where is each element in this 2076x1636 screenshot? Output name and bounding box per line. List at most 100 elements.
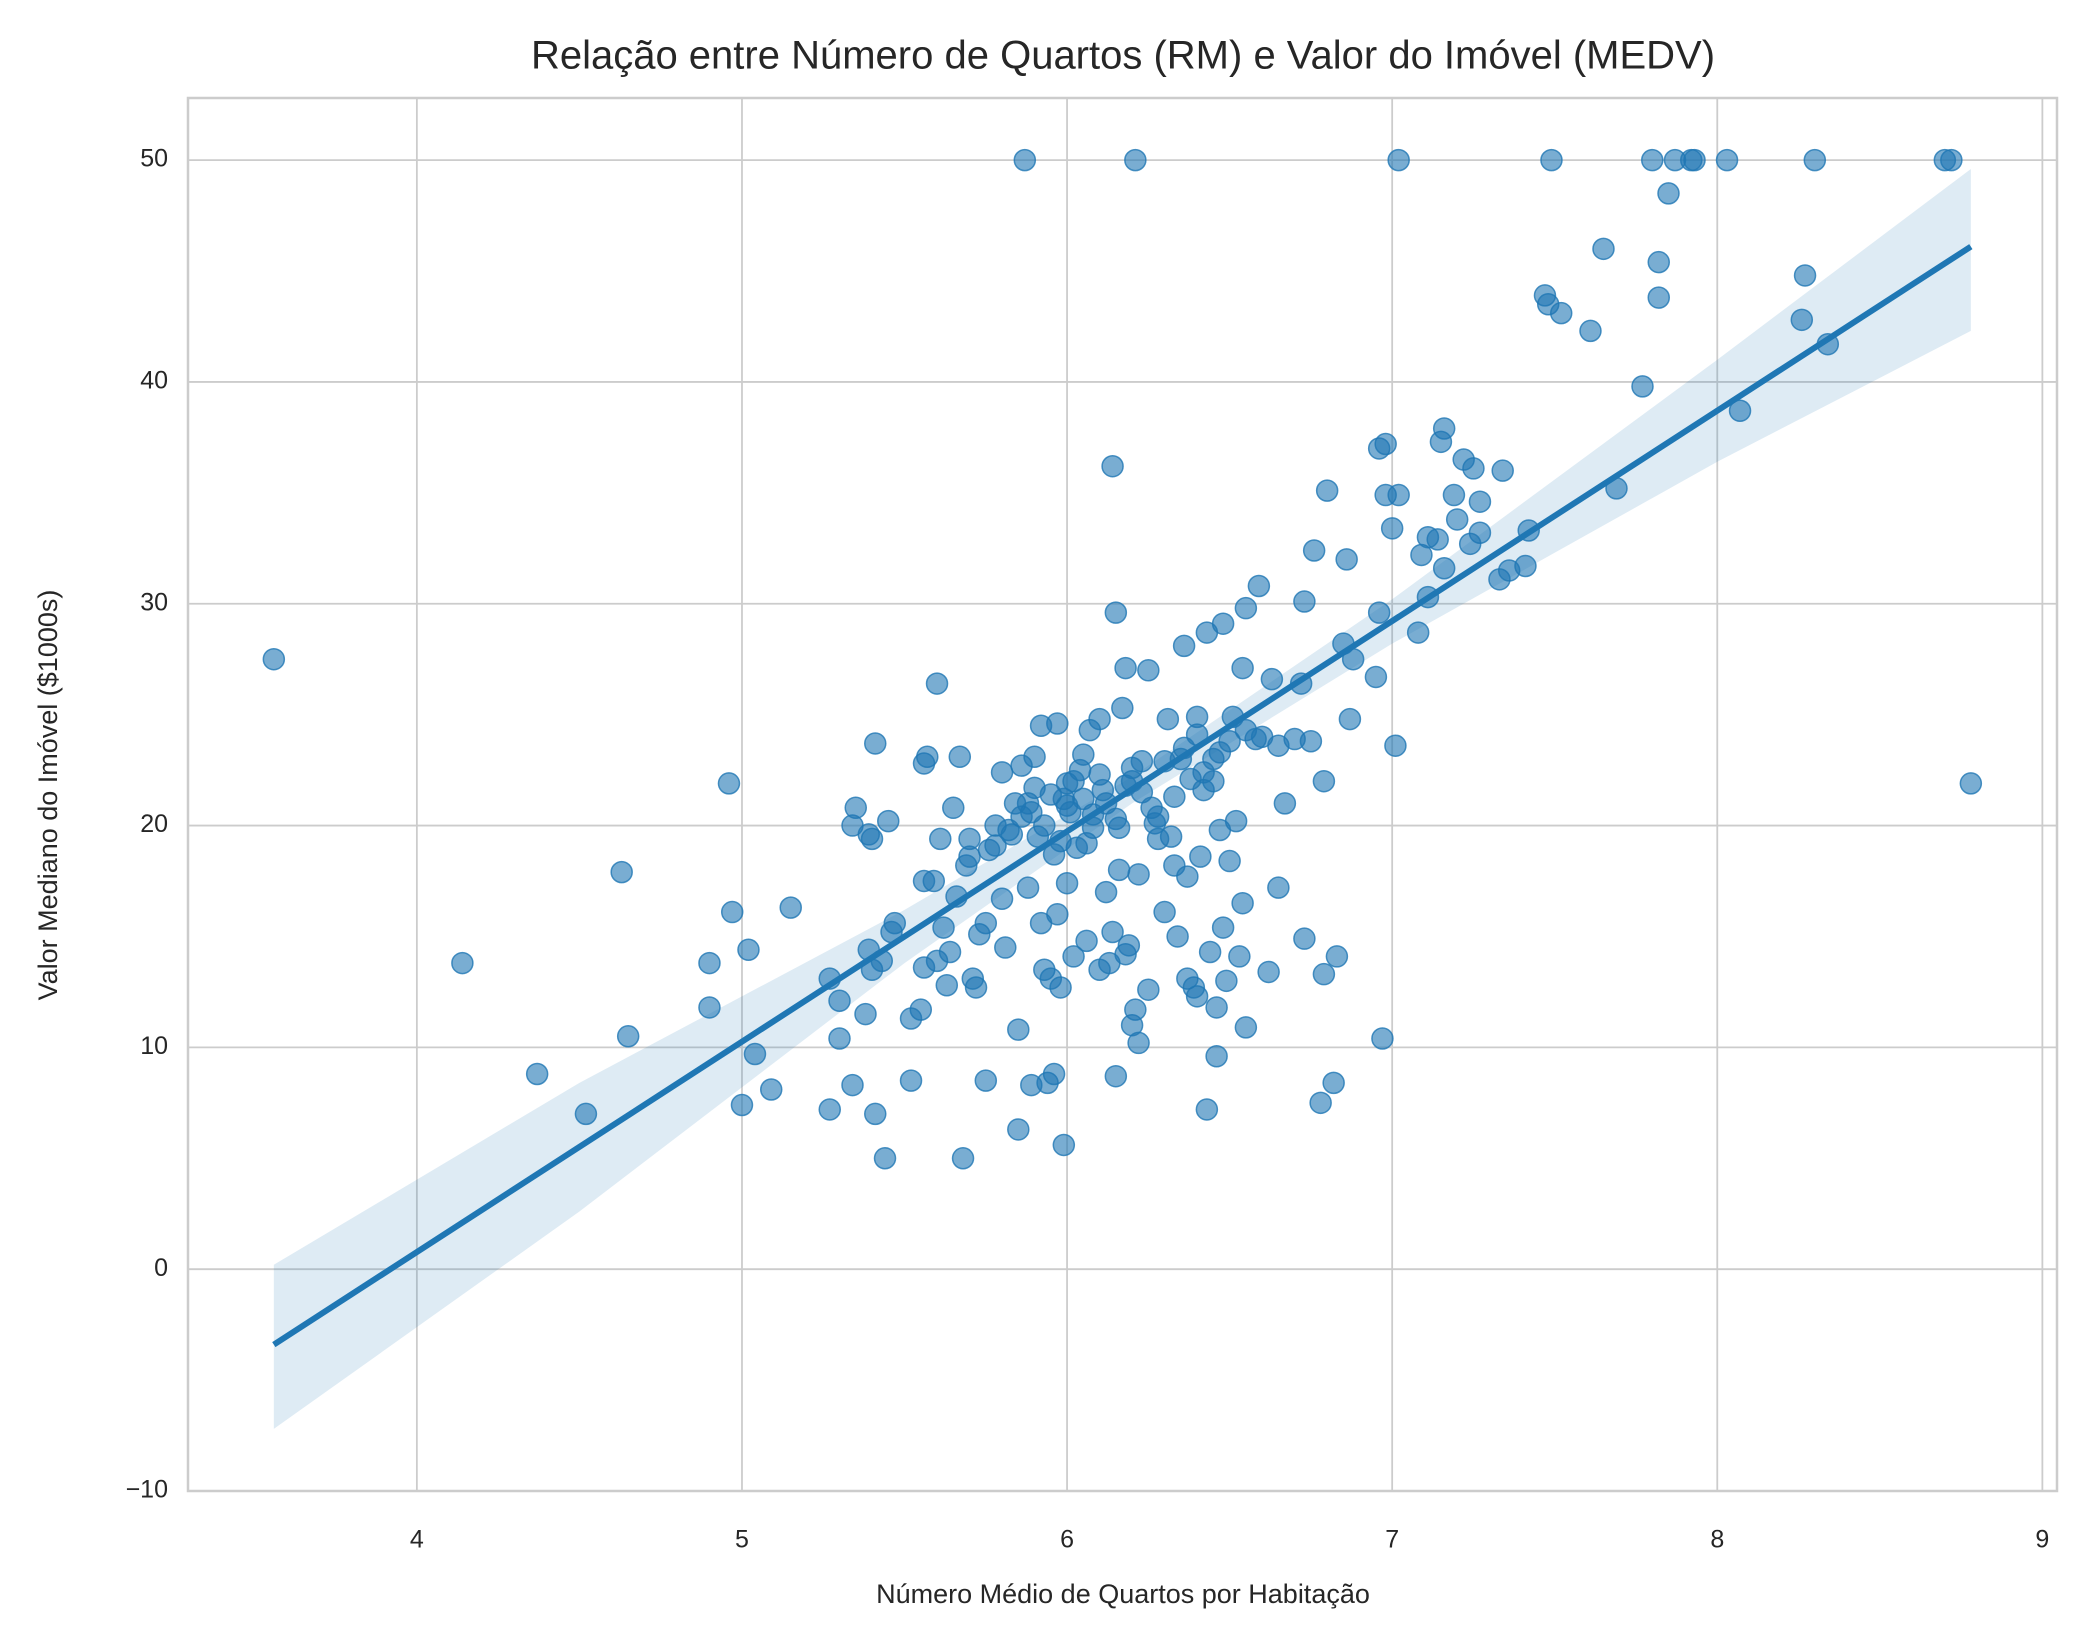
data-point [610,860,633,884]
data-point [1231,891,1254,915]
data-point [1367,601,1391,624]
data-point [1631,375,1654,398]
data-point [1088,763,1111,786]
data-point [1647,286,1671,309]
data-point [1195,1098,1219,1121]
x-tick-label: 4 [410,1526,424,1554]
data-point [899,1069,923,1092]
data-point [1218,849,1241,873]
data-point [1231,656,1254,680]
data-point [1101,920,1124,944]
data-point [1273,792,1297,815]
y-tick-label: −10 [126,1476,168,1504]
data-point [1514,554,1537,578]
y-tick-label: 50 [140,145,168,173]
data-point [717,772,741,795]
data-point [958,845,981,868]
data-point [1371,1027,1394,1050]
data-point [1146,805,1170,828]
data-point [698,996,721,1019]
x-tick-label: 5 [735,1526,749,1554]
data-point [1491,459,1514,482]
data-point [1007,1018,1030,1041]
data-point [841,1073,864,1097]
data-point [1137,659,1160,682]
data-point [1072,743,1095,766]
data-point [1803,148,1827,172]
data-point [1793,264,1817,287]
regression-line [272,244,1973,1348]
data-point [1267,734,1290,757]
data-point [974,911,998,935]
data-point [574,1102,598,1126]
data-point [864,1102,887,1126]
data-point [942,796,965,820]
data-point [1432,556,1456,580]
data-point [1406,621,1430,644]
data-point [1124,998,1147,1021]
data-point [1124,148,1147,172]
data-point [1267,876,1290,899]
data-point [1055,772,1079,795]
data-point [525,1062,549,1086]
data-point [1198,940,1222,964]
data-point [1322,1071,1345,1095]
data-point [1647,250,1671,274]
data-point [1114,656,1137,680]
data-point [1940,148,1963,172]
data-point [1176,865,1199,888]
data-point [1364,665,1388,689]
data-point [1432,417,1456,440]
x-tick-label: 6 [1060,1526,1074,1554]
data-point [1211,916,1235,939]
data-point [1205,1044,1228,1068]
data-point [1228,945,1251,968]
data-point [1247,574,1271,598]
x-axis-label: Número Médio de Quartos por Habitação [876,1579,1370,1609]
y-axis-label: Valor Mediano do Imóvel ($1000s) [33,590,63,1001]
data-point [922,869,946,893]
data-point [994,936,1017,959]
data-point [938,940,962,964]
data-point [779,896,802,919]
data-point [935,974,959,997]
data-point [1790,308,1814,332]
data-point [864,732,887,755]
data-point [997,818,1020,842]
data-point [1234,596,1258,620]
data-point [1426,528,1449,551]
data-point [1156,707,1180,731]
data-point [1683,148,1706,172]
data-point [1445,508,1469,531]
data-point [964,976,988,999]
data-point [1959,772,1983,795]
data-point [1159,825,1183,848]
y-tick-label: 0 [154,1254,168,1282]
data-point [1549,301,1573,325]
y-tick-label: 20 [140,810,168,838]
x-tick-label: 8 [1710,1526,1724,1554]
data-point [451,951,474,975]
data-point [828,1027,851,1050]
data-point [1055,871,1079,895]
data-point [1185,985,1209,1008]
data-point [1234,1016,1258,1039]
data-point [1062,945,1085,968]
x-tick-label: 9 [2035,1526,2049,1554]
data-point [1657,182,1680,205]
data-point [1104,1064,1128,1088]
data-point [1046,903,1069,926]
data-point [948,745,972,769]
data-point [1111,696,1134,720]
data-point [1094,880,1118,904]
data-point [1189,845,1212,868]
data-point [1013,148,1037,172]
data-point [1312,769,1336,793]
data-point [860,827,884,851]
data-point [1039,783,1063,806]
data-point [1299,730,1323,753]
data-point [1020,800,1043,824]
data-point [1153,900,1176,924]
